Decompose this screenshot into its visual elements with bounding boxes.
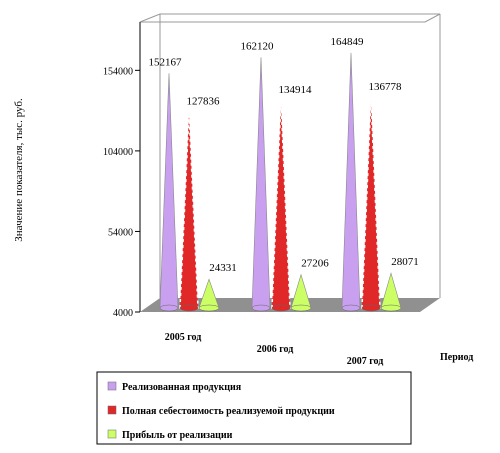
cone-base — [179, 304, 199, 312]
x-tick-label: 2007 год — [347, 356, 384, 367]
legend-label: Прибыль от реализации — [122, 430, 233, 441]
cone — [341, 52, 361, 309]
y-tick-label: 54000 — [108, 227, 133, 238]
legend-label: Полная себестоимость реализуемой продукц… — [122, 406, 335, 417]
cone — [159, 73, 179, 309]
cone-base — [159, 304, 179, 312]
cone — [361, 98, 381, 309]
cone-base — [290, 304, 312, 312]
cone — [380, 272, 402, 309]
legend-swatch — [107, 429, 117, 439]
cone — [251, 57, 271, 309]
cone — [271, 101, 291, 309]
y-tick-label: 4000 — [113, 308, 133, 319]
cone — [290, 273, 312, 309]
cone-base — [198, 304, 220, 312]
cone-base — [341, 304, 361, 312]
legend-swatch — [107, 405, 117, 415]
legend — [96, 371, 412, 445]
value-label: 27206 — [301, 258, 329, 270]
x-tick-label: 2005 год — [165, 332, 202, 343]
cone-base — [271, 304, 291, 312]
value-label: 24331 — [209, 262, 237, 274]
x-axis-title: Период — [440, 352, 473, 363]
cone-base — [361, 304, 381, 312]
cone-base — [251, 304, 271, 312]
value-label: 162120 — [241, 40, 275, 52]
legend-swatch — [107, 381, 117, 391]
value-label: 134914 — [279, 84, 313, 96]
cone-base — [380, 304, 402, 312]
legend-label: Реализованная продукция — [122, 382, 242, 393]
value-label: 28071 — [391, 256, 419, 268]
cone — [198, 278, 220, 309]
value-label: 127836 — [187, 95, 221, 107]
value-label: 152167 — [149, 56, 183, 68]
cone — [179, 112, 199, 309]
value-label: 164849 — [331, 36, 365, 48]
wall-top — [139, 13, 441, 23]
y-tick-label: 104000 — [103, 147, 133, 158]
value-label: 136778 — [369, 81, 403, 93]
y-tick-label: 154000 — [103, 66, 133, 77]
y-axis-title: Значение показателя, тыс. руб. — [13, 98, 25, 242]
x-tick-label: 2006 год — [257, 344, 294, 355]
